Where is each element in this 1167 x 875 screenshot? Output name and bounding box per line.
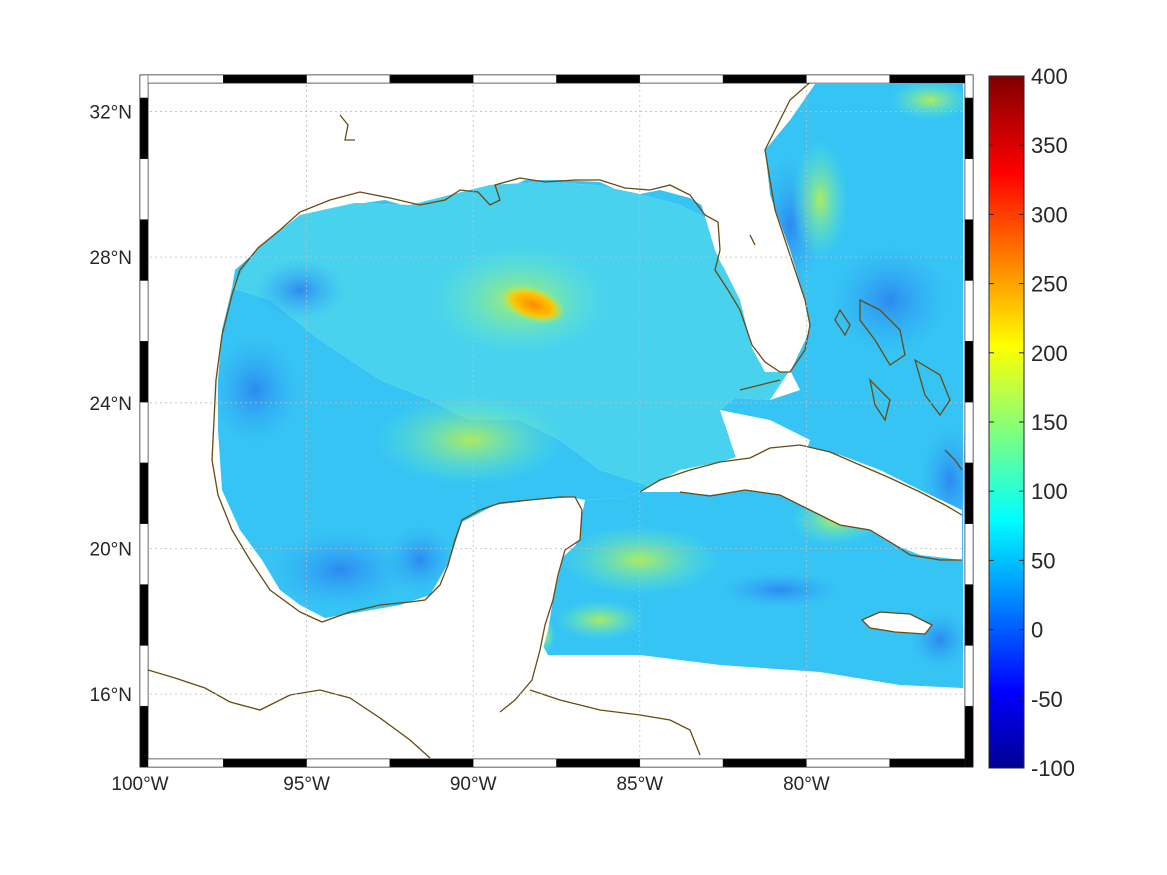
frame-segment <box>223 74 307 84</box>
colorbar-tick-label: 50 <box>1031 548 1055 573</box>
lon-tick-label: 80°W <box>783 774 830 795</box>
frame-segment <box>964 584 974 646</box>
colorbar-ticks: 400 350 300 250 200 150 100 50 0 -50 -100 <box>989 64 1075 781</box>
frame-segment <box>472 74 557 84</box>
frame-segment <box>139 97 149 160</box>
lat-tick-label: 16°N <box>90 685 132 706</box>
lat-tick-label: 24°N <box>90 394 132 415</box>
frame-segment <box>472 758 557 768</box>
frame-segment <box>889 74 974 84</box>
frame-segment <box>722 74 807 84</box>
frame-segment <box>964 97 974 160</box>
frame-segment <box>139 401 149 464</box>
frame-segment <box>964 219 974 281</box>
frame-segment <box>964 523 974 585</box>
plot-area <box>148 83 965 759</box>
frame-segment <box>139 158 149 220</box>
colorbar-tick-label: 300 <box>1031 202 1068 227</box>
frame-segment <box>722 758 807 768</box>
colorbar-tick-label: -100 <box>1031 756 1075 781</box>
colorbar-tick-label: -50 <box>1031 687 1063 712</box>
frame-segment <box>964 74 974 99</box>
gulf-ocean-field <box>232 84 963 688</box>
frame-segment <box>139 584 149 646</box>
latitude-tick-labels: 16°N 20°N 24°N 28°N 32°N <box>90 102 132 706</box>
colorbar-tick-label: 200 <box>1031 341 1068 366</box>
frame-segment <box>964 280 974 342</box>
frame-segment <box>139 74 149 99</box>
colorbar: 400 350 300 250 200 150 100 50 0 -50 -100 <box>988 64 1075 781</box>
colorbar-tick-label: 0 <box>1031 618 1043 643</box>
frame-segment <box>139 74 224 84</box>
frame-segment <box>389 758 474 768</box>
frame-segment <box>139 462 149 524</box>
lat-tick-label: 32°N <box>90 102 132 123</box>
frame-segment <box>139 280 149 342</box>
frame-segment <box>306 74 391 84</box>
frame-segment <box>806 74 890 84</box>
lon-tick-label: 100°W <box>111 774 168 795</box>
coastlines <box>148 83 963 759</box>
frame-segment <box>889 758 974 768</box>
frame-segment <box>139 340 149 403</box>
jamaica-land <box>862 612 932 634</box>
frame-segment <box>639 758 724 768</box>
yucatan-peninsula-land <box>430 497 582 720</box>
longitude-tick-labels: 100°W 95°W 90°W 85°W 80°W <box>111 774 829 795</box>
frame-segment <box>389 74 474 84</box>
frame-segment <box>964 705 974 768</box>
colorbar-gradient <box>988 75 1025 769</box>
frame-segment <box>139 758 224 768</box>
frame-segment <box>306 758 391 768</box>
colorbar-tick-label: 350 <box>1031 133 1068 158</box>
frame-segment <box>223 758 307 768</box>
colorbar-tick-label: 250 <box>1031 272 1068 297</box>
colorbar-tick-label: 150 <box>1031 410 1068 435</box>
frame-segment <box>139 645 149 707</box>
lat-tick-label: 20°N <box>90 539 132 560</box>
frame-segment <box>964 401 974 464</box>
gridlines <box>140 75 973 767</box>
lon-tick-label: 90°W <box>450 774 497 795</box>
frame-segment <box>139 219 149 281</box>
frame-segment <box>139 705 149 768</box>
frame-segment <box>556 74 641 84</box>
frame-segment <box>964 645 974 707</box>
frame-segment <box>964 462 974 524</box>
colorbar-tick-label: 400 <box>1031 64 1068 89</box>
hotspot-maximum <box>500 285 566 324</box>
lat-tick-label: 28°N <box>90 248 132 269</box>
lon-tick-label: 85°W <box>616 774 663 795</box>
colorbar-tick-label: 100 <box>1031 479 1068 504</box>
frame-segment <box>639 74 724 84</box>
frame-segment <box>964 158 974 220</box>
frame-segment <box>556 758 641 768</box>
frame-segment <box>139 523 149 585</box>
frame-segment <box>806 758 890 768</box>
florida-land <box>700 84 815 372</box>
frame-segment <box>964 340 974 403</box>
map-frame <box>139 74 974 768</box>
lon-tick-label: 95°W <box>283 774 330 795</box>
